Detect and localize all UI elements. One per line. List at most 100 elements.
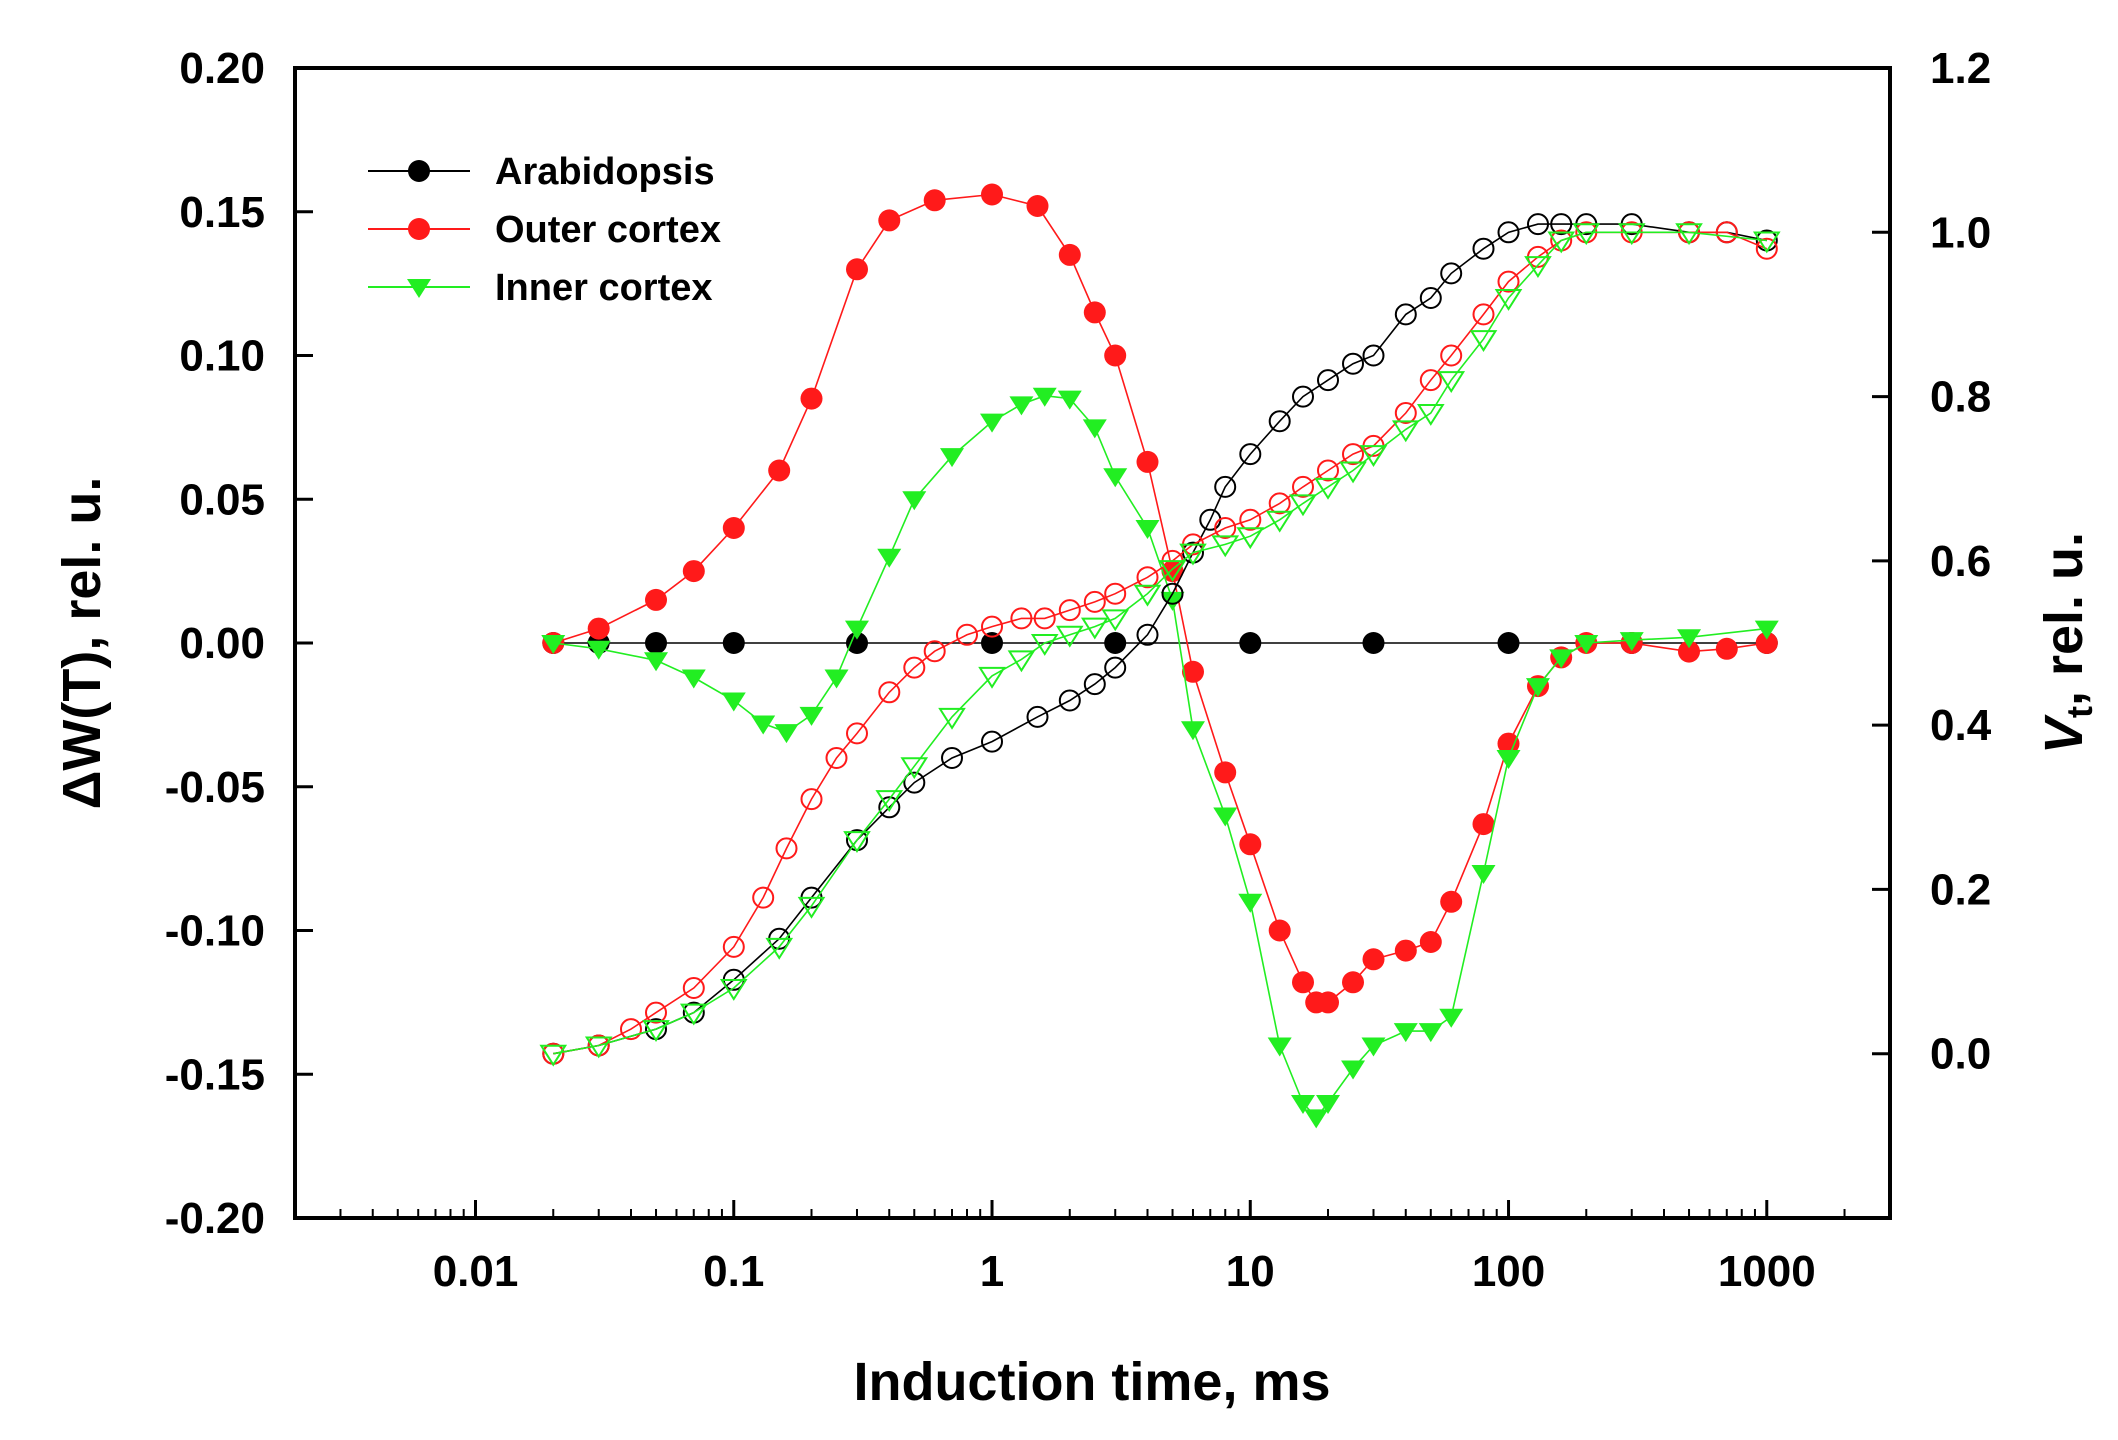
point-outer-cortex-vt-2 xyxy=(620,1018,642,1041)
y-axis-right-title: Vt, rel. u. xyxy=(2034,532,2100,754)
point-inner-cortex-vt-16 xyxy=(1101,609,1130,632)
point-inner-cortex-vt-18 xyxy=(1158,560,1187,582)
point-arabidopsis-6 xyxy=(1104,632,1127,654)
point-outer-cortex-vt-19 xyxy=(1083,590,1106,613)
point-outer-cortex-vt-24 xyxy=(1214,517,1237,539)
point-inner-cortex-0 xyxy=(541,635,566,654)
y-left-tick-label-1: -0.15 xyxy=(165,1050,265,1099)
point-inner-cortex-vt-27 xyxy=(1391,420,1420,443)
y-left-tick-label-6: 0.10 xyxy=(179,332,265,381)
point-outer-cortex-36 xyxy=(1715,637,1738,660)
point-outer-cortex-27 xyxy=(1419,931,1442,953)
point-inner-cortex-18 xyxy=(1103,468,1128,488)
point-inner-cortex-vt-9 xyxy=(900,757,929,780)
point-inner-cortex-vt-2 xyxy=(642,1020,670,1042)
point-inner-cortex-26 xyxy=(1304,1109,1329,1129)
point-outer-cortex-12 xyxy=(1058,243,1081,266)
point-inner-cortex-37 xyxy=(1574,635,1599,654)
point-outer-cortex-30 xyxy=(1497,732,1520,755)
point-inner-cortex-28 xyxy=(1341,1060,1366,1080)
point-outer-cortex-vt-12 xyxy=(903,656,926,679)
point-outer-cortex-5 xyxy=(768,459,791,482)
point-outer-cortex-17 xyxy=(1182,660,1204,683)
point-outer-cortex-vt-33 xyxy=(1440,344,1463,367)
point-outer-cortex-11 xyxy=(1026,195,1049,217)
point-inner-cortex-13 xyxy=(980,413,1005,433)
point-outer-cortex-35 xyxy=(1678,640,1700,663)
point-arabidopsis-9 xyxy=(1497,632,1520,654)
legend-marker-inner-cortex xyxy=(407,279,431,298)
point-inner-cortex-vt-21 xyxy=(1236,527,1265,550)
point-arabidopsis-vt-8 xyxy=(878,796,901,819)
y-right-tick-label-3: 0.6 xyxy=(1930,537,1991,586)
point-arabidopsis-vt-14 xyxy=(1083,673,1106,696)
y-right-tick-label-5: 1.0 xyxy=(1930,208,1991,257)
point-outer-cortex-vt-11 xyxy=(878,681,901,704)
point-outer-cortex-vt-29 xyxy=(1342,443,1364,466)
point-inner-cortex-9 xyxy=(844,620,869,640)
y-axis-left-title: ΔW(T), rel. u. xyxy=(52,477,112,810)
y-left-tick-label-7: 0.15 xyxy=(179,188,265,237)
point-arabidopsis-vt-29 xyxy=(1440,262,1463,285)
legend: Arabidopsis Outer cortex Inner cortex xyxy=(368,151,721,309)
point-inner-cortex-vt-0 xyxy=(539,1044,568,1067)
point-inner-cortex-vt-19 xyxy=(1179,543,1207,566)
point-outer-cortex-7 xyxy=(846,258,868,281)
point-outer-cortex-vt-41 xyxy=(1715,221,1738,244)
series-line-outer-cortex xyxy=(553,193,1767,1004)
point-outer-cortex-vt-27 xyxy=(1292,475,1314,498)
y-left-tick-label-0: -0.20 xyxy=(165,1194,265,1243)
point-arabidopsis-2 xyxy=(645,632,667,654)
point-inner-cortex-vt-1 xyxy=(584,1036,613,1059)
point-outer-cortex-vt-34 xyxy=(1472,303,1495,326)
y-left-tick-label-4: 0.00 xyxy=(179,619,265,668)
point-outer-cortex-vt-25 xyxy=(1239,508,1262,531)
point-inner-cortex-34 xyxy=(1496,750,1521,769)
point-inner-cortex-vt-14 xyxy=(1055,625,1084,648)
point-arabidopsis-vt-21 xyxy=(1239,443,1262,466)
point-inner-cortex-30 xyxy=(1393,1023,1418,1043)
point-outer-cortex-26 xyxy=(1394,939,1417,962)
point-arabidopsis-4 xyxy=(846,632,868,654)
point-arabidopsis-vt-12 xyxy=(1026,705,1049,728)
point-outer-cortex-vt-26 xyxy=(1268,492,1291,515)
point-outer-cortex-4 xyxy=(722,517,745,539)
point-inner-cortex-vt-7 xyxy=(843,831,871,854)
point-inner-cortex-33 xyxy=(1471,865,1496,884)
point-arabidopsis-7 xyxy=(1239,632,1262,654)
y-left-tick-label-2: -0.10 xyxy=(165,907,265,956)
series-arabidopsis xyxy=(542,632,1778,654)
point-inner-cortex-vt-31 xyxy=(1494,289,1523,311)
point-inner-cortex-vt-11 xyxy=(978,666,1006,689)
point-inner-cortex-vt-4 xyxy=(719,979,748,1001)
point-outer-cortex-6 xyxy=(800,387,823,410)
point-inner-cortex-17 xyxy=(1082,419,1107,439)
legend-label-arabidopsis: Arabidopsis xyxy=(495,151,715,193)
point-arabidopsis-vt-28 xyxy=(1419,287,1442,309)
point-outer-cortex-vt-13 xyxy=(923,640,946,663)
point-inner-cortex-vt-30 xyxy=(1469,330,1498,352)
x-tick-label-4: 100 xyxy=(1472,1247,1545,1296)
point-arabidopsis-vt-25 xyxy=(1342,352,1364,375)
point-arabidopsis-vt-22 xyxy=(1268,410,1291,433)
point-outer-cortex-vt-32 xyxy=(1419,369,1442,392)
series-outer-cortex-vt xyxy=(542,221,1778,1065)
point-inner-cortex-7 xyxy=(799,706,824,726)
point-inner-cortex-4 xyxy=(721,692,746,712)
point-outer-cortex-vt-8 xyxy=(800,788,823,811)
point-inner-cortex-20 xyxy=(1160,591,1185,611)
point-outer-cortex-vt-16 xyxy=(1010,607,1033,630)
x-tick-label-5: 1000 xyxy=(1718,1247,1816,1296)
point-inner-cortex-31 xyxy=(1418,1023,1443,1043)
legend-item-inner-cortex: Inner cortex xyxy=(368,267,713,309)
point-outer-cortex-vt-7 xyxy=(775,837,798,860)
point-inner-cortex-19 xyxy=(1135,520,1160,539)
point-inner-cortex-21 xyxy=(1180,721,1205,741)
point-inner-cortex-vt-24 xyxy=(1314,477,1342,500)
legend-marker-outer-cortex xyxy=(408,218,430,240)
point-outer-cortex-28 xyxy=(1440,890,1463,913)
point-outer-cortex-vt-21 xyxy=(1136,566,1159,589)
legend-marker-arabidopsis xyxy=(408,160,430,182)
point-outer-cortex-18 xyxy=(1214,761,1237,784)
point-inner-cortex-8 xyxy=(824,669,849,689)
